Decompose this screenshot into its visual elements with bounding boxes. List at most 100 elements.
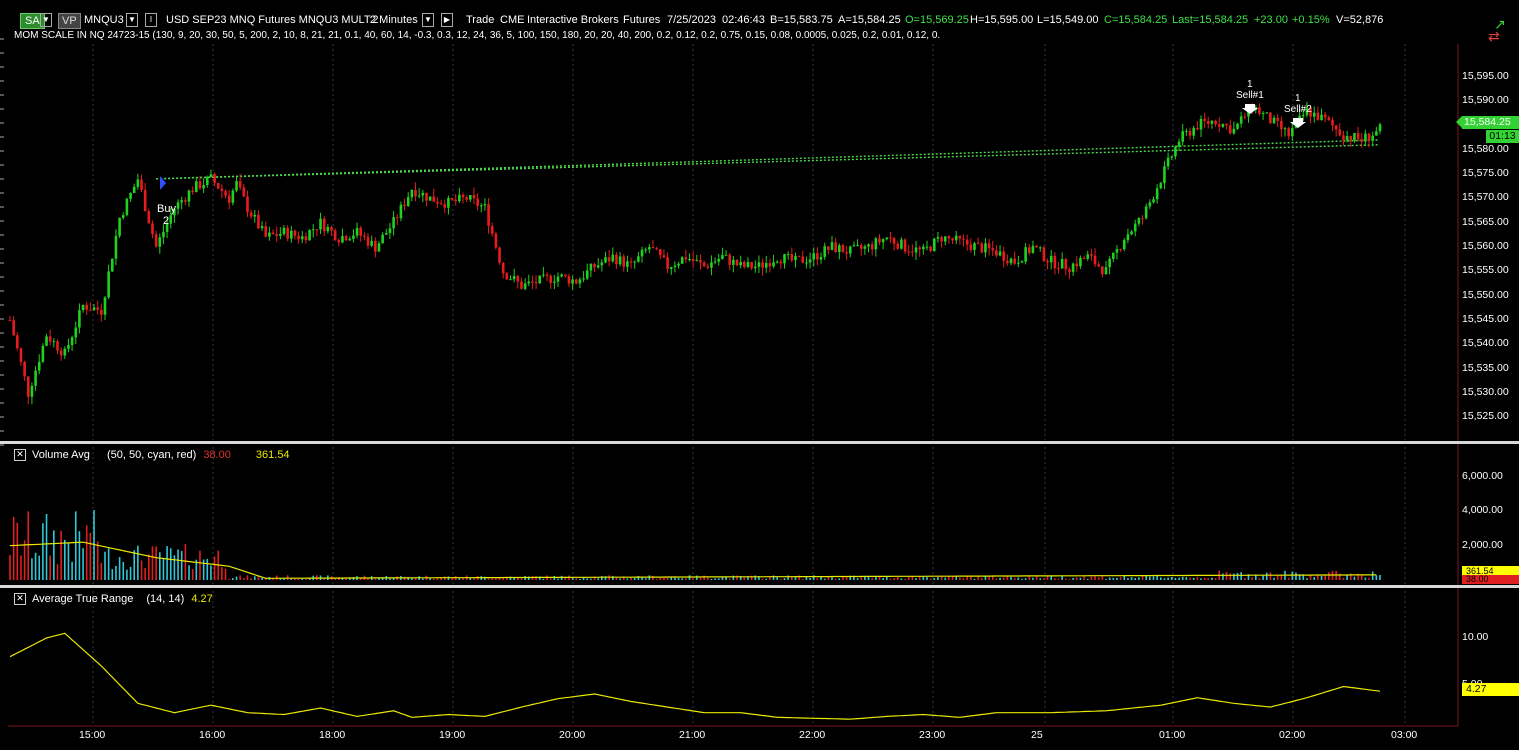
pane-divider-atr[interactable] bbox=[0, 585, 1519, 588]
price-axis-label: 15,580.00 bbox=[1462, 142, 1509, 155]
candle-body bbox=[315, 229, 319, 231]
candle-body bbox=[1360, 139, 1364, 142]
candle-body bbox=[1316, 112, 1320, 121]
candle-body bbox=[205, 176, 209, 186]
candle-body bbox=[1214, 120, 1217, 125]
candle-body bbox=[1082, 257, 1086, 259]
candle-body bbox=[757, 262, 761, 267]
candle-body bbox=[216, 182, 220, 189]
candle-body bbox=[377, 243, 381, 252]
candle-body bbox=[761, 262, 764, 268]
candle-body bbox=[494, 233, 498, 248]
candle-body bbox=[732, 259, 735, 265]
r-button[interactable]: ▶ bbox=[441, 13, 453, 27]
vp-button[interactable]: VP bbox=[58, 13, 81, 29]
candle-body bbox=[147, 211, 151, 224]
candle-body bbox=[564, 274, 567, 277]
candle-body bbox=[209, 174, 213, 177]
candle-body bbox=[436, 201, 439, 204]
candle-body bbox=[1305, 107, 1309, 116]
candle-body bbox=[651, 247, 655, 249]
candle-body bbox=[59, 350, 63, 356]
symbol-field[interactable]: MNQU3 bbox=[84, 14, 124, 26]
candle-body bbox=[395, 217, 399, 219]
candle-body bbox=[1122, 240, 1126, 250]
candle-body bbox=[827, 246, 830, 250]
info-button[interactable]: I bbox=[145, 13, 157, 27]
candle-body bbox=[1057, 268, 1060, 270]
candle-body bbox=[333, 230, 337, 241]
candle-body bbox=[797, 255, 801, 257]
interval-field[interactable]: 2 Minutes bbox=[370, 14, 418, 26]
candle-body bbox=[121, 215, 125, 218]
candle-body bbox=[1199, 118, 1203, 130]
interval-dropdown[interactable]: ▼ bbox=[422, 13, 434, 27]
time-axis-label: 22:00 bbox=[799, 729, 826, 741]
candle-body bbox=[717, 258, 721, 262]
candle-body bbox=[728, 254, 732, 265]
candle-body bbox=[998, 251, 1002, 256]
candle-body bbox=[472, 195, 476, 199]
candle-body bbox=[257, 214, 260, 229]
candle-body bbox=[344, 235, 348, 241]
candle-body bbox=[965, 239, 969, 245]
candle-body bbox=[954, 235, 958, 241]
candle-body bbox=[750, 262, 753, 269]
candle-body bbox=[322, 218, 326, 232]
candle-body bbox=[885, 237, 889, 240]
candle-body bbox=[878, 238, 881, 243]
candle-body bbox=[995, 250, 998, 256]
candle-body bbox=[739, 262, 742, 266]
swap-arrows-icon[interactable]: ⇄ bbox=[1488, 28, 1500, 44]
candle-body bbox=[951, 238, 954, 241]
candle-body bbox=[666, 257, 669, 269]
candle-body bbox=[622, 256, 626, 267]
candle-body bbox=[180, 200, 184, 203]
candle-body bbox=[428, 196, 432, 201]
candle-body bbox=[374, 240, 377, 252]
candle-body bbox=[213, 174, 216, 183]
data-type: Trade bbox=[466, 14, 495, 26]
candle-body bbox=[896, 243, 900, 249]
candle-body bbox=[392, 217, 395, 229]
close-atr-panel-icon[interactable]: ✕ bbox=[14, 593, 26, 606]
candle-body bbox=[596, 265, 600, 268]
ray-line bbox=[156, 144, 1379, 180]
candle-body bbox=[702, 262, 706, 267]
candle-body bbox=[432, 196, 436, 202]
strip-tick bbox=[0, 304, 4, 306]
candle-body bbox=[366, 236, 370, 246]
sa-dropdown[interactable]: ▼ bbox=[40, 13, 52, 27]
candle-body bbox=[169, 215, 173, 224]
candle-body bbox=[1196, 127, 1199, 130]
sa-button[interactable]: SA bbox=[20, 13, 45, 29]
candle-body bbox=[1126, 234, 1130, 241]
pane-divider-volume[interactable] bbox=[0, 441, 1519, 444]
candle-body bbox=[892, 238, 896, 244]
candle-body bbox=[764, 263, 768, 268]
candle-body bbox=[600, 262, 604, 266]
candle-body bbox=[768, 263, 772, 267]
candle-body bbox=[973, 243, 976, 250]
close-volume-panel-icon[interactable]: ✕ bbox=[14, 449, 26, 462]
time-axis-label: 25 bbox=[1031, 729, 1043, 741]
candle-body bbox=[1185, 130, 1188, 132]
candle-body bbox=[1356, 133, 1360, 140]
candle-body bbox=[132, 186, 136, 193]
candle-body bbox=[1042, 247, 1046, 261]
candle-body bbox=[198, 181, 202, 189]
trend-icon[interactable]: ↗ bbox=[1494, 16, 1506, 32]
candle-body bbox=[227, 195, 231, 203]
close-value: C=15,584.25 bbox=[1104, 14, 1168, 26]
candle-body bbox=[370, 240, 373, 246]
candle-body bbox=[355, 227, 359, 236]
left-scroll-strip[interactable] bbox=[0, 30, 8, 747]
symbol-dropdown[interactable]: ▼ bbox=[126, 13, 138, 27]
candle-body bbox=[1013, 258, 1016, 264]
candle-body bbox=[1166, 157, 1170, 167]
candle-body bbox=[991, 248, 995, 251]
candle-body bbox=[958, 235, 962, 239]
candle-body bbox=[1192, 127, 1195, 136]
asset-class: Futures bbox=[623, 14, 661, 26]
